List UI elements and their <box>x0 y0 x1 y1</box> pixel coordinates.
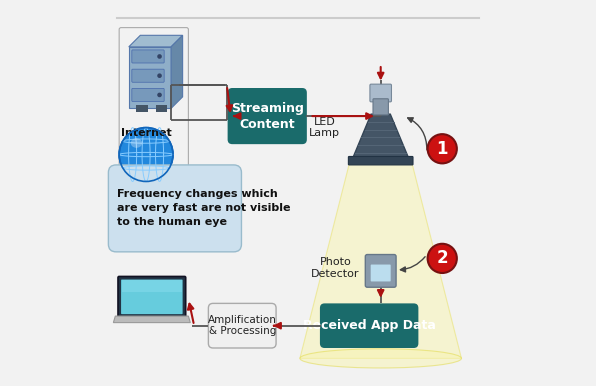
Text: Internet: Internet <box>121 128 172 138</box>
FancyBboxPatch shape <box>320 303 418 348</box>
FancyBboxPatch shape <box>132 69 164 82</box>
Text: 2: 2 <box>436 249 448 267</box>
FancyBboxPatch shape <box>228 88 307 144</box>
Polygon shape <box>171 35 182 108</box>
Polygon shape <box>300 164 461 358</box>
Circle shape <box>157 73 162 78</box>
Circle shape <box>157 93 162 97</box>
FancyBboxPatch shape <box>118 276 186 317</box>
Circle shape <box>427 244 457 273</box>
Circle shape <box>157 54 162 59</box>
Text: Received App Data: Received App Data <box>303 319 436 332</box>
Text: Streaming
Content: Streaming Content <box>231 102 304 130</box>
FancyBboxPatch shape <box>209 303 276 348</box>
Text: Frequency changes which
are very fast are not visible
to the human eye: Frequency changes which are very fast ar… <box>117 190 291 227</box>
FancyBboxPatch shape <box>132 50 164 63</box>
Polygon shape <box>129 35 182 47</box>
Circle shape <box>119 128 173 181</box>
Text: LED
Lamp: LED Lamp <box>309 117 340 139</box>
Polygon shape <box>129 47 171 108</box>
FancyBboxPatch shape <box>108 165 241 252</box>
Circle shape <box>427 134 457 163</box>
FancyBboxPatch shape <box>370 84 392 102</box>
Polygon shape <box>113 316 190 323</box>
Ellipse shape <box>300 349 461 368</box>
FancyBboxPatch shape <box>132 88 164 102</box>
FancyBboxPatch shape <box>365 254 396 287</box>
FancyBboxPatch shape <box>371 264 391 281</box>
Polygon shape <box>136 105 148 112</box>
Polygon shape <box>352 114 409 160</box>
Text: Amplification
& Processing: Amplification & Processing <box>208 315 277 337</box>
Text: Photo
Detector: Photo Detector <box>311 257 359 279</box>
Polygon shape <box>156 105 167 112</box>
Polygon shape <box>122 280 182 292</box>
FancyBboxPatch shape <box>349 156 413 165</box>
Text: 1: 1 <box>436 140 448 158</box>
FancyBboxPatch shape <box>373 99 389 115</box>
FancyBboxPatch shape <box>121 279 182 314</box>
Ellipse shape <box>131 138 142 148</box>
